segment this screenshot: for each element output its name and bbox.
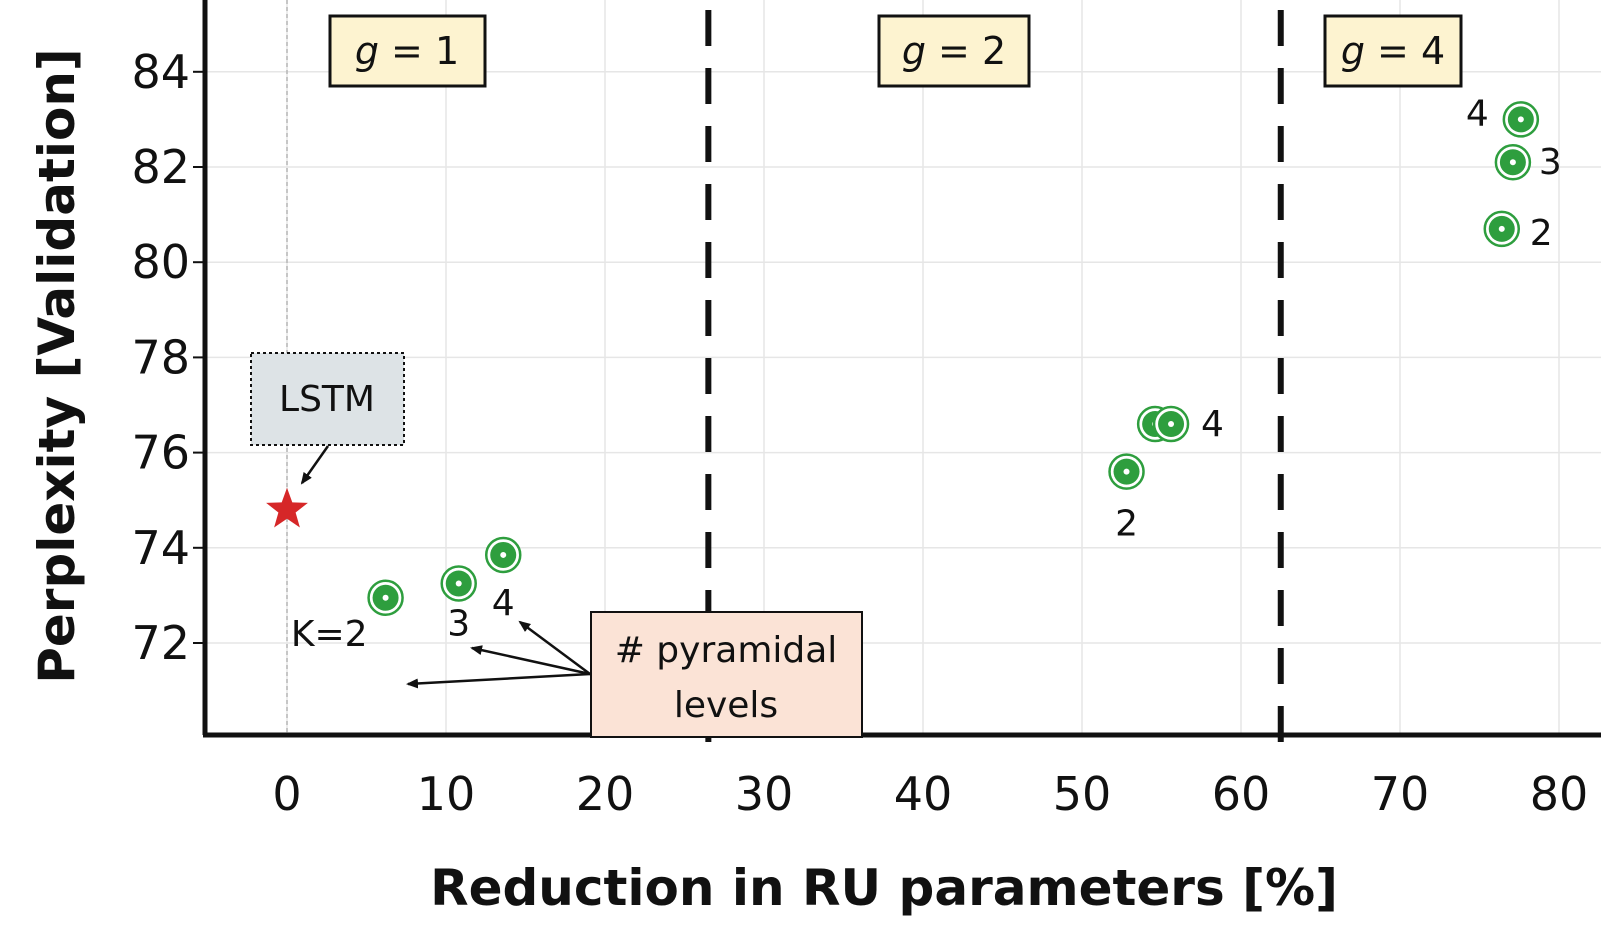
data-point-center bbox=[1509, 159, 1516, 166]
data-point-center bbox=[500, 551, 507, 558]
group-label-g2: g = 2 bbox=[877, 14, 1031, 88]
y-tick-label: 76 bbox=[131, 426, 190, 480]
y-tick-label: 74 bbox=[131, 521, 190, 575]
data-point-label: 4 bbox=[492, 583, 515, 624]
y-tick-label: 82 bbox=[131, 140, 190, 194]
svg-text:g = 1: g = 1 bbox=[355, 29, 459, 73]
x-tick-label: 30 bbox=[735, 767, 794, 821]
data-point bbox=[1152, 405, 1190, 443]
x-tick-label: 70 bbox=[1371, 767, 1430, 821]
g1-value: = 1 bbox=[379, 29, 459, 73]
data-point-label: 4 bbox=[1466, 93, 1489, 134]
g4-value: = 4 bbox=[1365, 29, 1445, 73]
y-tick-labels: 72 74 76 78 80 82 84 bbox=[131, 45, 205, 670]
grid bbox=[205, 0, 1601, 735]
arrow-to-k3 bbox=[470, 645, 591, 676]
data-point bbox=[1108, 453, 1145, 490]
group-label-g4: g = 4 bbox=[1323, 14, 1463, 88]
data-point-center bbox=[455, 580, 462, 587]
g1-prefix: g bbox=[355, 29, 379, 73]
x-axis-title: Reduction in RU parameters [%] bbox=[430, 859, 1338, 917]
data-point-center bbox=[1498, 225, 1505, 232]
data-point bbox=[484, 536, 522, 574]
x-tick-label: 50 bbox=[1053, 767, 1112, 821]
x-tick-label: 10 bbox=[417, 767, 476, 821]
y-tick-label: 80 bbox=[131, 235, 190, 289]
x-tick-label: 40 bbox=[894, 767, 953, 821]
data-point bbox=[1483, 210, 1521, 248]
data-point-label: 2 bbox=[1115, 504, 1138, 545]
lstm-star-marker bbox=[266, 487, 308, 528]
lstm-baseline bbox=[266, 487, 308, 528]
lstm-box-label: LSTM bbox=[279, 379, 375, 420]
x-tick-label: 80 bbox=[1530, 767, 1589, 821]
data-point-label: 3 bbox=[447, 604, 470, 645]
data-point-label: 3 bbox=[1539, 142, 1562, 183]
g2-prefix: g bbox=[902, 29, 926, 73]
y-axis-title: Perplexity [Validation] bbox=[28, 48, 86, 684]
data-point-label: 2 bbox=[1530, 213, 1553, 254]
arrow-to-k2 bbox=[406, 672, 591, 689]
lstm-annotation: LSTM bbox=[250, 352, 405, 485]
svg-text:g = 4: g = 4 bbox=[1341, 29, 1445, 73]
x-tick-labels: 0 10 20 30 40 50 60 70 80 bbox=[272, 767, 1588, 821]
data-point bbox=[1502, 101, 1540, 138]
data-point-center bbox=[1168, 421, 1175, 428]
data-point-label: K=2 bbox=[291, 614, 368, 655]
group-label-g1: g = 1 bbox=[328, 14, 487, 88]
y-tick-label: 78 bbox=[131, 330, 190, 384]
x-tick-label: 60 bbox=[1212, 767, 1271, 821]
data-point-label: 4 bbox=[1201, 404, 1224, 445]
y-tick-label: 72 bbox=[131, 616, 190, 670]
pyramidal-box-line1: # pyramidal bbox=[615, 630, 838, 671]
data-point bbox=[367, 579, 404, 617]
axes bbox=[202, 0, 1601, 738]
data-point bbox=[440, 565, 477, 602]
data-point bbox=[1494, 143, 1532, 181]
arrow-to-k4 bbox=[518, 620, 591, 676]
pyramidal-annotation: # pyramidal levels bbox=[406, 611, 863, 738]
g4-prefix: g bbox=[1341, 29, 1365, 73]
y-tick-label: 84 bbox=[131, 45, 190, 99]
data-point-center bbox=[1517, 116, 1524, 123]
data-points bbox=[367, 101, 1540, 617]
data-point-center bbox=[382, 594, 389, 601]
pyramidal-box-line2: levels bbox=[674, 685, 778, 726]
svg-text:g = 2: g = 2 bbox=[902, 29, 1006, 73]
x-tick-label: 20 bbox=[576, 767, 635, 821]
data-point-center bbox=[1123, 468, 1130, 475]
g2-value: = 2 bbox=[926, 29, 1006, 73]
x-tick-label: 0 bbox=[272, 767, 301, 821]
